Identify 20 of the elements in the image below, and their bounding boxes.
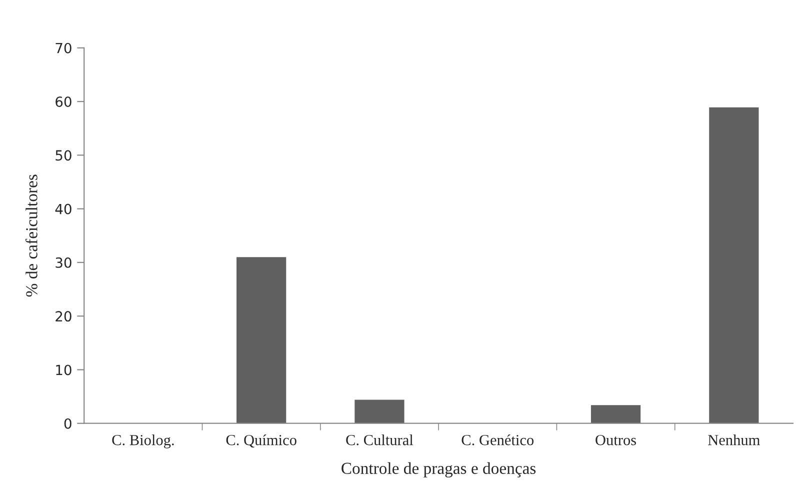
- x-tick-label: C. Biolog.: [112, 434, 174, 448]
- y-tick-label: 60: [56, 96, 72, 107]
- y-tick-label: 10: [56, 364, 72, 376]
- y-tick-label: 0: [64, 418, 72, 429]
- y-tick-label: 40: [55, 204, 72, 214]
- y-tick-label: 30: [56, 257, 72, 268]
- bar: [590, 405, 641, 424]
- bar: [236, 257, 286, 424]
- x-tick-label: Nenhum: [708, 434, 760, 446]
- x-tick-label: Outros: [596, 434, 636, 446]
- x-axis-title: Controle de pragas e doenças: [342, 462, 536, 478]
- bar: [709, 107, 759, 424]
- y-axis-title: % de cafeicultores: [25, 174, 38, 297]
- bar: [354, 400, 404, 424]
- y-tick-label: 20: [56, 311, 72, 322]
- y-tick-label: 50: [56, 150, 72, 161]
- x-tick-label: C. Genético: [462, 434, 534, 446]
- x-tick-label: C. Químico: [226, 434, 296, 448]
- y-tick-label: 70: [56, 42, 72, 54]
- x-tick-label: C. Cultural: [346, 434, 414, 446]
